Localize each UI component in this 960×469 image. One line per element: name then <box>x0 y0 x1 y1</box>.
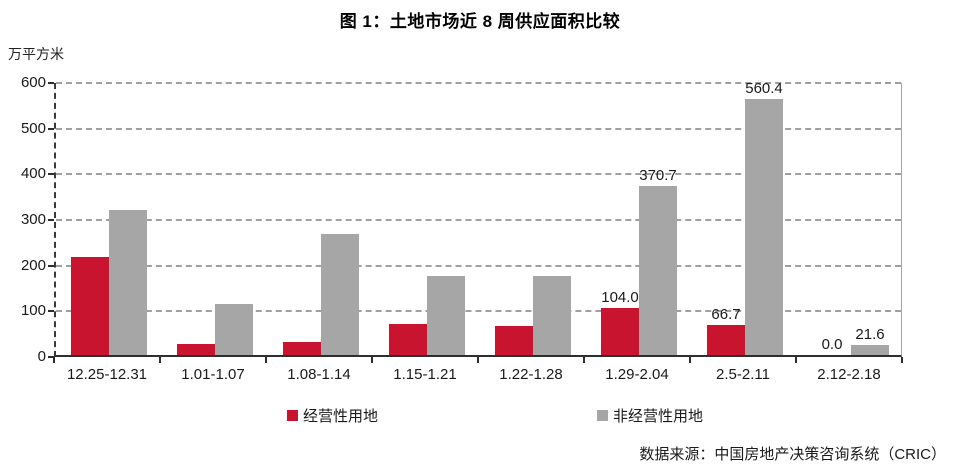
x-axis-tick <box>583 357 585 363</box>
chart-bar <box>601 307 639 355</box>
y-axis-tick-label: 400 <box>20 165 46 183</box>
gridline <box>56 127 901 130</box>
legend-item-non-operational: 非经营性用地 <box>597 405 703 426</box>
x-axis-tick <box>795 357 797 363</box>
chart-bar <box>389 324 427 355</box>
x-axis-tick <box>477 357 479 363</box>
chart-bar <box>851 345 889 355</box>
bar-value-label: 104.0 <box>601 288 639 306</box>
chart-bar <box>533 276 571 355</box>
x-axis-tick <box>159 357 161 363</box>
chart-bar <box>495 325 533 355</box>
gridline <box>56 173 901 176</box>
chart-bar <box>427 276 465 355</box>
x-axis-category-label: 2.12-2.18 <box>817 366 881 383</box>
bar-value-label: 21.6 <box>855 326 885 344</box>
x-axis-tick <box>53 357 55 363</box>
legend: 经营性用地 非经营性用地 <box>0 405 960 427</box>
chart-bar <box>283 341 321 355</box>
y-axis-tick <box>48 127 54 130</box>
x-axis-tick <box>689 357 691 363</box>
y-axis-tick <box>48 173 54 176</box>
chart-bar <box>109 209 147 355</box>
y-axis-tick <box>48 310 54 313</box>
gridline <box>56 219 901 221</box>
x-axis-category-label: 2.5-2.11 <box>716 366 770 383</box>
chart-bar <box>71 256 109 355</box>
y-axis-unit-label: 万平方米 <box>8 46 64 62</box>
bar-value-label: 560.4 <box>745 80 783 98</box>
data-source-note: 数据来源：中国房地产决策咨询系统（CRIC） <box>639 446 946 463</box>
x-axis-category-label: 12.25-12.31 <box>66 366 148 383</box>
y-axis-tick <box>48 356 54 358</box>
legend-item-operational: 经营性用地 <box>287 405 378 426</box>
y-axis-tick <box>48 219 54 221</box>
legend-label-operational: 经营性用地 <box>303 408 379 425</box>
x-axis-tick <box>265 357 267 363</box>
x-axis-tick <box>371 357 373 363</box>
y-axis-tick-label: 100 <box>20 302 46 320</box>
chart-bar <box>639 185 677 355</box>
bar-value-label: 370.7 <box>639 166 677 184</box>
x-axis-category-label: 1.22-1.28 <box>499 366 563 383</box>
chart-bar <box>215 303 253 355</box>
gridline <box>56 310 901 313</box>
y-axis-tick-label: 600 <box>20 74 46 91</box>
x-axis-category-label: 1.15-1.21 <box>393 366 457 383</box>
chart-bar <box>745 99 783 355</box>
x-axis-tick <box>901 357 903 363</box>
y-axis-tick-label: 0 <box>37 348 46 365</box>
y-axis-tick-label: 200 <box>20 256 46 274</box>
gridline <box>56 82 901 84</box>
chart-bar <box>321 233 359 355</box>
y-axis-tick-label: 300 <box>20 211 46 228</box>
y-axis-tick <box>48 82 54 84</box>
legend-swatch-non-operational <box>597 410 608 421</box>
legend-swatch-operational <box>287 410 298 421</box>
x-axis-category-label: 1.29-2.04 <box>605 366 669 383</box>
y-axis-tick-label: 500 <box>20 119 46 137</box>
bar-value-label: 0.0 <box>821 336 843 353</box>
x-axis-category-label: 1.01-1.07 <box>181 366 245 383</box>
chart-title: 图 1：土地市场近 8 周供应面积比较 <box>339 12 621 31</box>
y-axis-tick <box>48 264 54 267</box>
plot-area: 104.0 66.7 0.0 370.7 560.4 21.6 <box>48 80 902 358</box>
x-axis-category-label: 1.08-1.14 <box>287 366 351 383</box>
legend-label-non-operational: 非经营性用地 <box>613 408 704 425</box>
chart-bar <box>707 324 745 355</box>
chart-bar <box>177 343 215 355</box>
bar-value-label: 66.7 <box>711 305 741 323</box>
gridline <box>56 264 901 267</box>
